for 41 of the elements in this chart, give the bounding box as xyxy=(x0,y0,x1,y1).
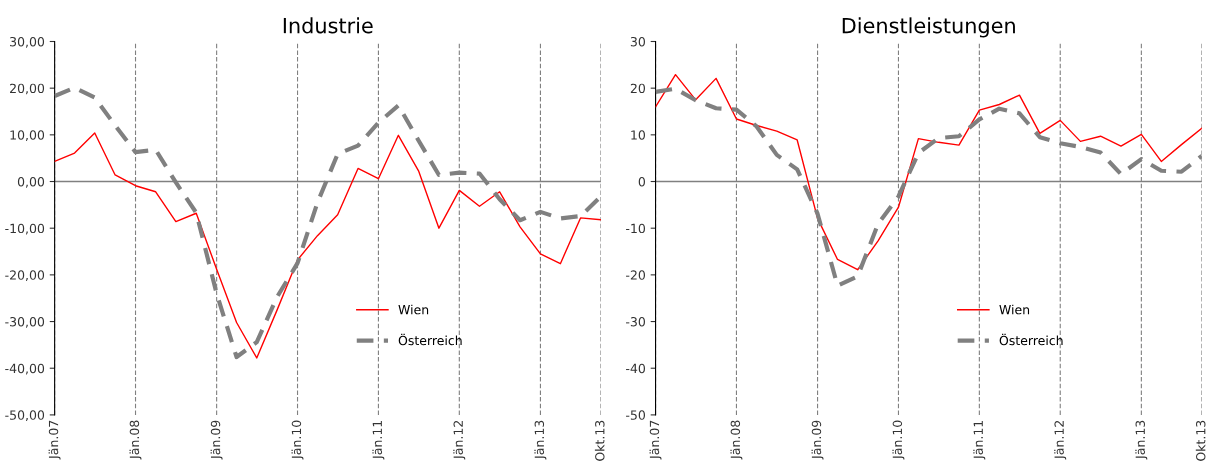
y-tick-label: 30 xyxy=(630,36,646,47)
y-tick-label: -20,00 xyxy=(5,270,45,282)
x-tick-label: Jän.12 xyxy=(453,421,466,460)
y-tick-label: 20,00 xyxy=(10,83,45,95)
x-tick-label: Jän.09 xyxy=(811,420,824,460)
y-tick-label: -20 xyxy=(626,270,646,280)
x-tick-label: Jän.10 xyxy=(892,420,905,460)
x-tick-label: Jän.08 xyxy=(730,420,743,460)
x-tick-label: Jän.09 xyxy=(210,420,223,460)
chart-title: Dienstleistungen xyxy=(842,17,1015,38)
x-tick-label: Jän.13 xyxy=(1135,420,1148,460)
x-tick-label: Jän.13 xyxy=(534,420,547,460)
y-tick-label: 10 xyxy=(631,130,646,140)
y-tick-label: -10,00 xyxy=(5,223,45,235)
y-tick-label: -50 xyxy=(626,410,646,420)
x-tick-label: Jän.11 xyxy=(372,420,385,460)
x-tick-label: Jän.10 xyxy=(291,420,304,460)
y-tick-label: 20 xyxy=(630,83,646,94)
line-series xyxy=(54,132,601,359)
x-tick-label: Jän.11 xyxy=(973,420,986,460)
legend-label: Wien xyxy=(398,304,429,315)
y-tick-label: 10,00 xyxy=(10,130,45,142)
y-tick-label: 0,00 xyxy=(17,176,45,188)
y-tick-label: 30,00 xyxy=(10,36,45,48)
y-tick-label: -30,00 xyxy=(5,317,45,328)
x-tick-label: Okt.13 xyxy=(594,420,605,461)
y-tick-label: -10 xyxy=(626,223,646,234)
y-tick-label: -40,00 xyxy=(5,363,45,375)
y-tick-label: -30 xyxy=(626,317,646,327)
x-tick-label: Jän.07 xyxy=(649,420,662,460)
legend-label: Wien xyxy=(999,304,1030,315)
legend-label: Österreich xyxy=(999,333,1063,346)
y-tick-label: -40 xyxy=(626,363,646,374)
x-tick-label: Jän.12 xyxy=(1054,421,1067,460)
x-tick-label: Jän.08 xyxy=(129,420,142,460)
x-tick-label: Okt.13 xyxy=(1195,420,1206,461)
y-tick-label: 0 xyxy=(638,176,646,187)
y-tick-label: -50,00 xyxy=(5,410,45,422)
chart-title: Industrie xyxy=(283,17,373,34)
x-tick-label: Jän.07 xyxy=(48,420,61,460)
legend-label: Österreich xyxy=(398,333,462,346)
